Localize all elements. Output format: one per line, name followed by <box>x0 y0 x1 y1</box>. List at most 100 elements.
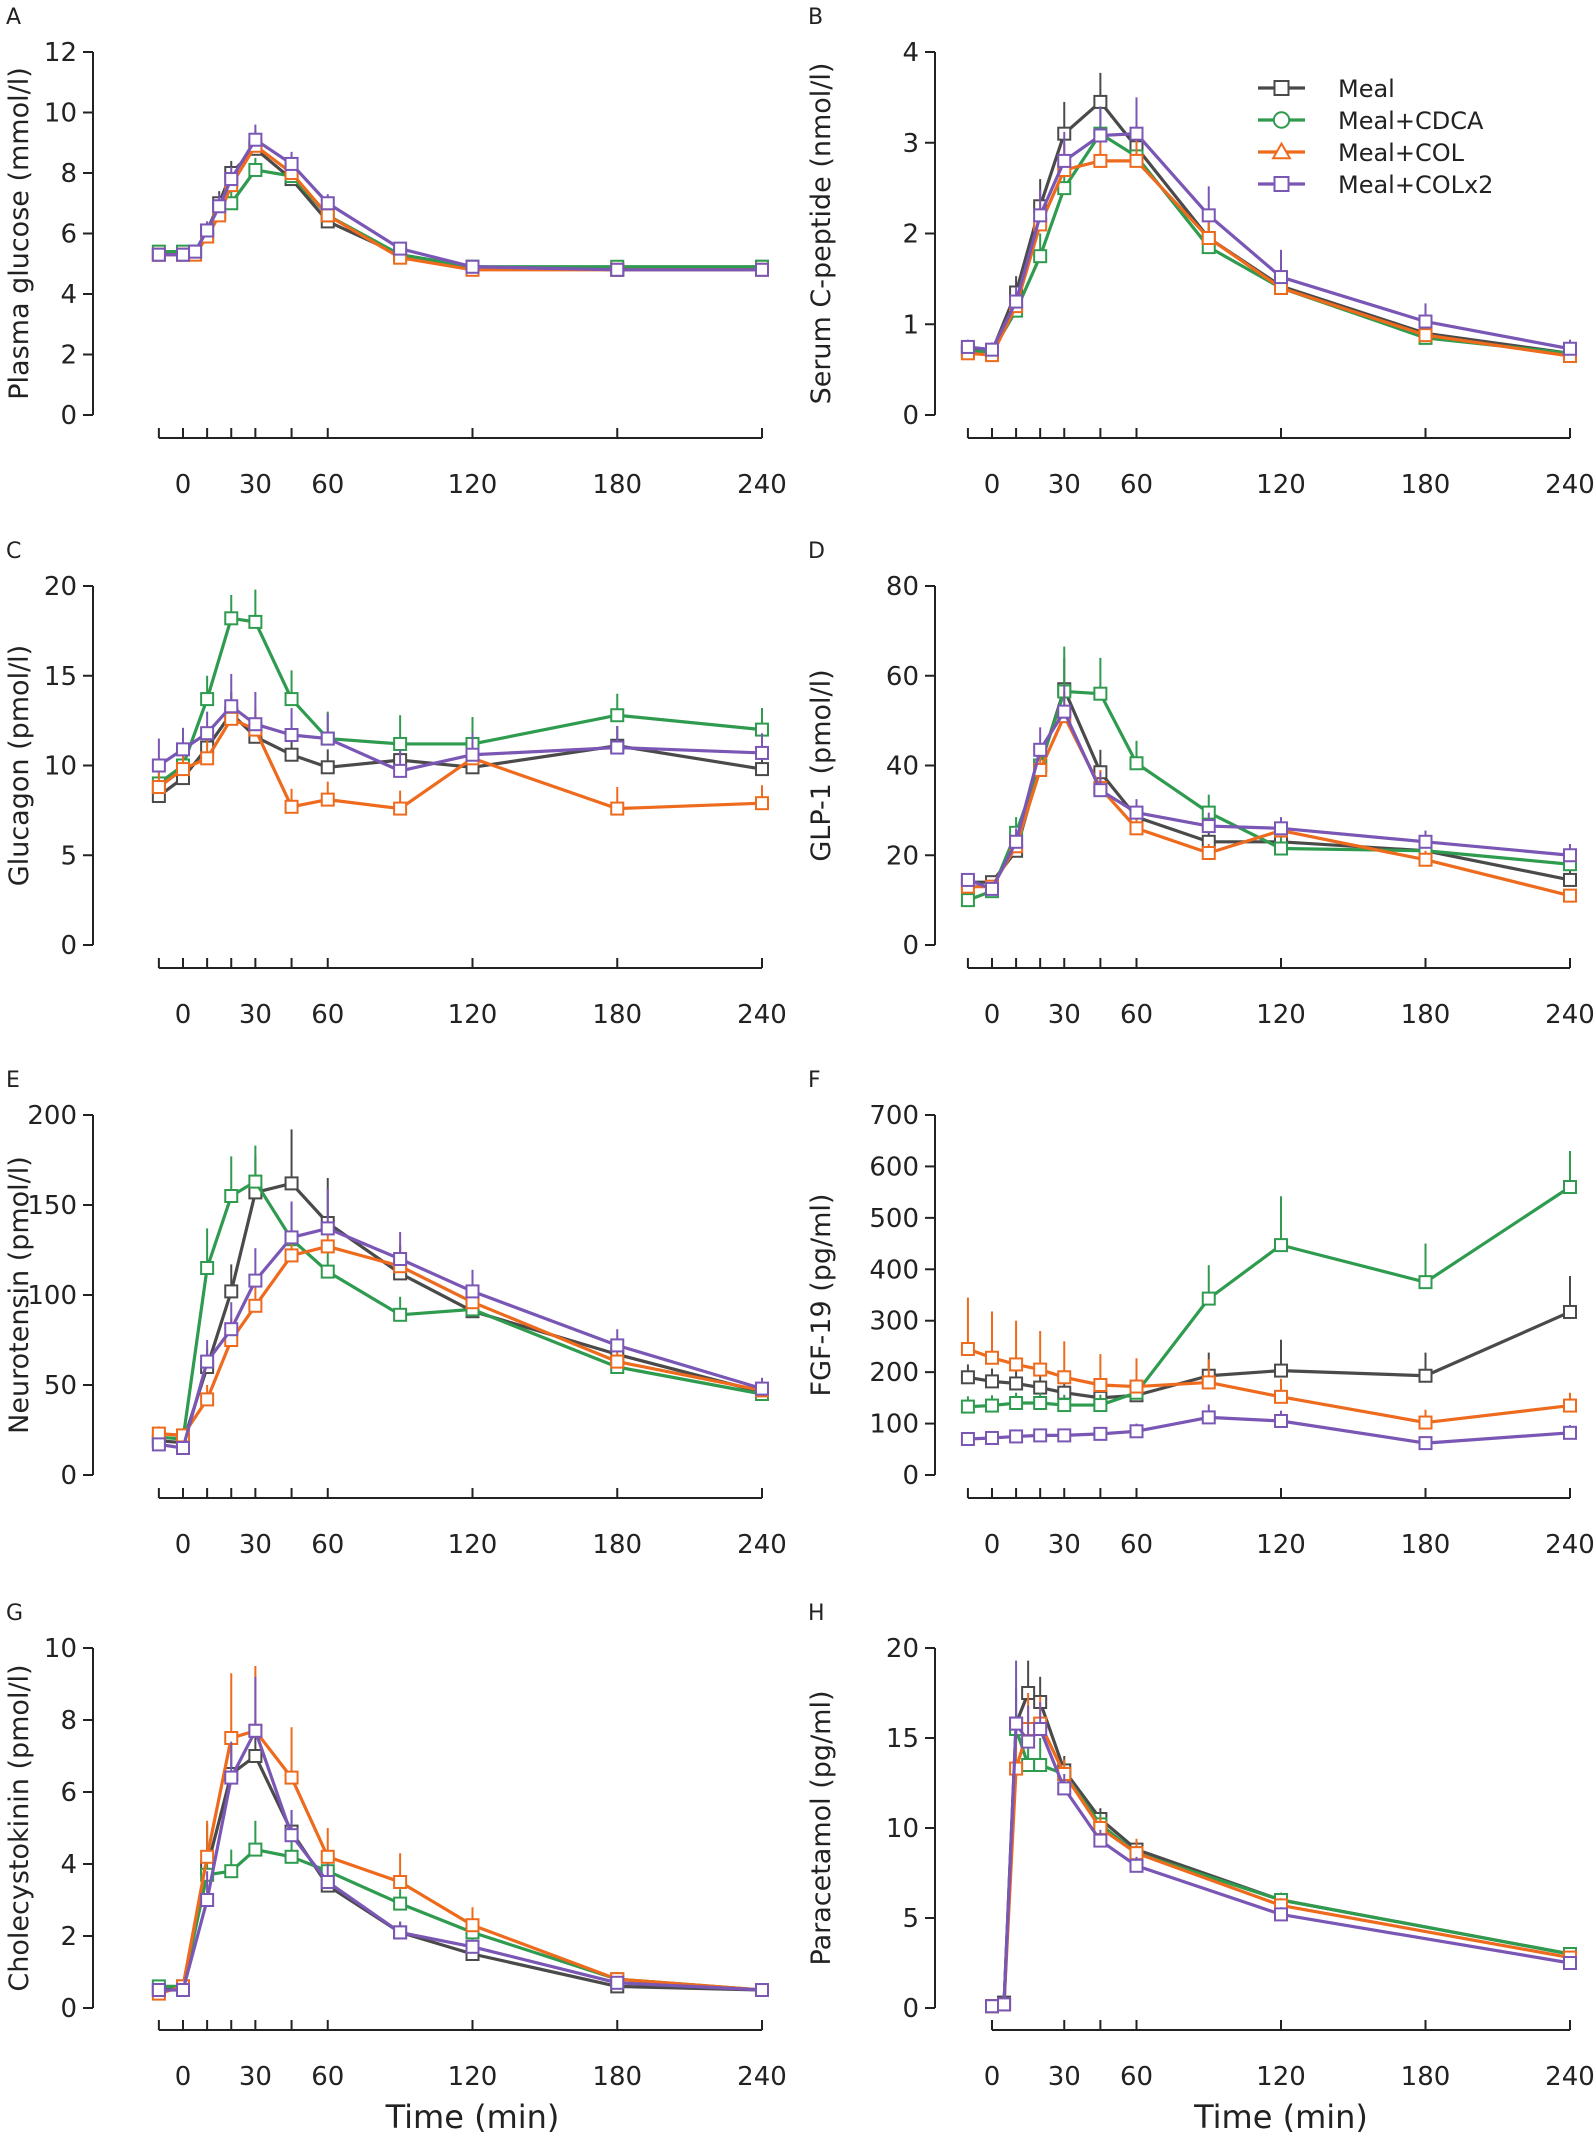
y-tick-label: 6 <box>60 220 77 250</box>
marker-square <box>284 692 299 707</box>
marker-square <box>151 247 166 262</box>
y-tick-label: 0 <box>60 1461 77 1491</box>
marker-square <box>151 1437 166 1452</box>
marker-square <box>610 740 625 755</box>
panel-b: B 0 1 2 3 4 Serum C-peptide (nmol/l) 0 30 60 120 18… <box>806 5 1595 500</box>
panel-letter: C <box>6 539 21 564</box>
x-axis-title: Time (min) <box>1193 2098 1368 2136</box>
marker-square <box>960 1342 975 1356</box>
x-tick-label: 60 <box>311 1000 344 1030</box>
marker-square <box>1009 1761 1024 1776</box>
x-tick-label: 180 <box>1401 2062 1451 2092</box>
marker-square <box>284 1828 299 1843</box>
marker-square <box>1009 1716 1024 1731</box>
marker-square <box>1033 1722 1048 1736</box>
marker-square <box>1093 1398 1108 1413</box>
marker-square <box>393 1875 408 1889</box>
x-axis-title: Time (min) <box>385 2098 560 2136</box>
marker-square <box>755 1381 769 1396</box>
marker-square <box>176 1983 190 1997</box>
x-tick-label: 30 <box>239 1530 272 1560</box>
marker-square <box>960 1399 975 1414</box>
series-line <box>158 1729 763 1996</box>
y-tick-label: 6 <box>60 1778 77 1808</box>
y-tick-label: 0 <box>902 1994 919 2024</box>
marker-square <box>610 1975 625 1990</box>
panel-a: A 0 2 4 6 8 10 12 Plasma glucose (mmol/l) 0 30 60 12… <box>4 5 787 500</box>
marker-square <box>248 1174 263 1189</box>
series-line <box>991 1721 1571 2008</box>
panel-g: G 0 2 4 6 8 10 Cholecystokinin (pmol/l) 0 30 60 120… <box>4 1601 787 2136</box>
series-meal-colx2 <box>151 124 769 277</box>
y-tick-label: 20 <box>886 841 919 871</box>
marker-square <box>224 711 239 726</box>
x-tick-label: 240 <box>1545 1000 1595 1030</box>
y-tick-label: 60 <box>886 662 919 692</box>
marker-square <box>1057 1428 1072 1443</box>
y-tick-label: 8 <box>60 159 77 189</box>
marker-square <box>200 223 215 238</box>
marker-square <box>200 1392 215 1407</box>
marker-square <box>1563 341 1577 356</box>
marker-square <box>1201 846 1216 861</box>
marker-square <box>755 1983 769 1997</box>
x-tick-label: 30 <box>1048 2062 1081 2092</box>
x-tick-label: 0 <box>175 470 192 500</box>
marker-square <box>1129 756 1144 771</box>
series-line <box>158 1226 763 1450</box>
series-meal <box>960 657 1577 890</box>
panel-letter: E <box>6 1068 20 1093</box>
x-tick-label: 60 <box>1120 2062 1153 2092</box>
marker-square <box>1563 872 1577 887</box>
marker-square <box>1201 208 1216 223</box>
x-tick-label: 180 <box>592 470 642 500</box>
marker-square <box>1057 704 1072 719</box>
marker-square <box>248 132 263 147</box>
marker-square <box>610 1338 625 1353</box>
marker-square <box>985 1350 999 1365</box>
marker-square <box>188 244 203 259</box>
marker-square <box>1057 1781 1072 1796</box>
marker-square <box>985 881 999 896</box>
y-tick-label: 0 <box>60 401 77 431</box>
marker-square <box>1563 848 1577 863</box>
x-tick-label: 30 <box>239 2062 272 2092</box>
marker-square <box>176 1441 190 1455</box>
series-line <box>158 138 762 272</box>
series-meal <box>151 1129 769 1450</box>
x-tick-label: 240 <box>737 470 787 500</box>
marker-square <box>1563 1398 1577 1413</box>
x-tick-label: 180 <box>592 1530 642 1560</box>
y-tick-label: 0 <box>60 931 77 961</box>
panel-letter: A <box>6 5 21 30</box>
marker-square <box>200 1261 215 1275</box>
marker-square <box>1033 742 1048 757</box>
panel-f: F 0 100 200 300 400 500 600 700 FGF-19 (pg/ml) 0 30… <box>806 1068 1595 1560</box>
marker-square <box>1274 841 1288 856</box>
series-line <box>158 1754 763 1992</box>
marker-square <box>248 1723 263 1738</box>
marker-square <box>755 762 769 777</box>
y-tick-label: 20 <box>886 1634 919 1664</box>
marker-square <box>1009 1396 1024 1410</box>
x-tick-label: 30 <box>239 1000 272 1030</box>
marker-square <box>1129 1424 1144 1439</box>
y-tick-label: 200 <box>27 1101 77 1131</box>
marker-square <box>1093 128 1108 143</box>
marker-square <box>224 1284 239 1299</box>
marker-square <box>393 1252 408 1266</box>
y-axis-title: Serum C-peptide (nmol/l) <box>806 63 837 405</box>
marker-square <box>224 699 239 714</box>
x-tick-label: 60 <box>311 470 344 500</box>
y-tick-label: 3 <box>902 129 919 159</box>
series-meal-col <box>985 1693 1577 2014</box>
series-meal-cdca <box>151 157 769 274</box>
x-tick-label: 120 <box>1256 1000 1306 1030</box>
marker-square <box>1129 821 1144 836</box>
x-tick-label: 180 <box>1401 1000 1451 1030</box>
y-tick-label: 0 <box>902 931 919 961</box>
marker-square <box>1418 1275 1433 1290</box>
x-tick-label: 0 <box>175 2062 192 2092</box>
x-tick-label: 180 <box>592 2062 642 2092</box>
